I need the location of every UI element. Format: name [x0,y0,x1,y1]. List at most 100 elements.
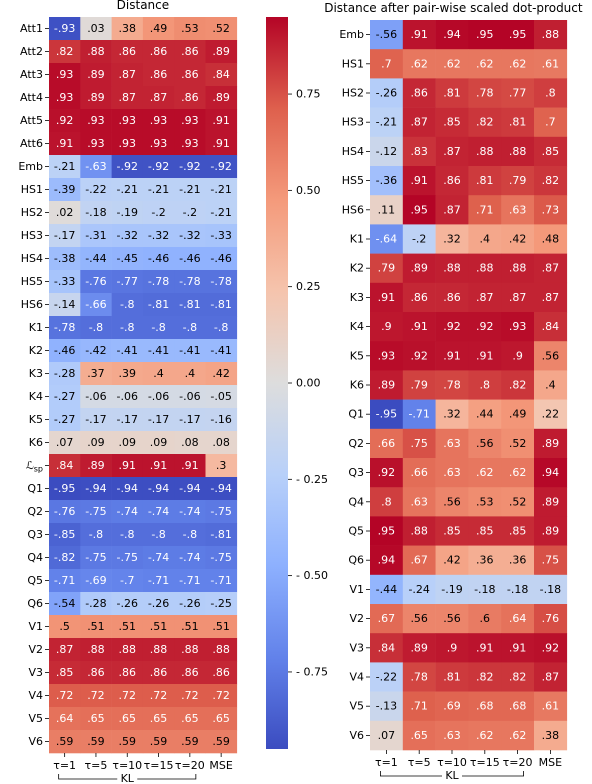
heatmap-cell [534,691,568,722]
heatmap-cell [49,592,81,616]
cell-value-label: .88 [212,643,230,656]
heatmap-cell [370,166,404,196]
cell-value-label: -.2 [151,206,165,219]
row-tick-label: Q5 [348,525,364,538]
heatmap-cell [534,78,568,108]
row-tick-label: HS5 [21,275,43,288]
heatmap-cell [501,370,535,400]
heatmap-cell [468,224,502,254]
cell-value-label: .84 [56,459,74,472]
heatmap-cell [402,253,436,284]
heatmap-cell [49,109,81,133]
heatmap-cell [142,592,175,616]
heatmap-cell [435,487,469,517]
cell-value-label: .93 [181,114,199,127]
cell-value-label: -.71 [210,574,231,587]
cell-value-label: -.06 [85,390,106,403]
cell-value-label: .92 [443,320,461,333]
heatmap-cell [111,592,144,616]
heatmap-cell [501,195,535,225]
cell-value-label: -.8 [120,528,134,541]
cell-value-label: -.21 [148,183,169,196]
cell-value-label: -.8 [214,321,228,334]
cell-value-label: .91 [509,641,527,654]
cell-value-label: .91 [410,320,428,333]
cell-value-label: -.41 [210,344,231,357]
cell-value-label: .8 [545,87,556,100]
heatmap-cell [49,638,81,662]
heatmap-cell [501,691,535,722]
heatmap-cell [534,399,568,430]
heatmap-cell [370,312,404,342]
heatmap-cell [111,63,144,87]
cell-value-label: -.41 [148,344,169,357]
cell-value-label: -.81 [210,528,231,541]
cell-value-label: .53 [181,22,199,35]
cell-value-label: .59 [212,735,230,748]
heatmap-cell [80,684,112,708]
heatmap-cell [80,385,112,409]
heatmap-cell [468,282,502,313]
heatmap-cell [435,662,469,692]
heatmap-cell [174,109,206,133]
heatmap-cell [435,78,469,108]
heatmap-cell [370,662,404,692]
cell-value-label: .71 [476,203,494,216]
kl-label-background [117,773,138,783]
cell-value-label: .84 [542,320,560,333]
cell-value-label: -.26 [179,597,200,610]
heatmap-cell [534,574,568,605]
heatmap-cell [205,132,238,156]
heatmap-cell [370,691,404,722]
heatmap-cell [205,155,238,179]
heatmap-cell [468,633,502,663]
cell-value-label: .82 [476,116,494,129]
column-tick-label: τ=10 [112,759,142,772]
cell-value-label: -.94 [117,482,138,495]
cell-value-label: -.19 [117,206,138,219]
heatmap-cell [435,604,469,634]
row-tick-label: ℒsp [26,459,43,473]
cell-value-label: .93 [150,114,168,127]
heatmap-cell [49,454,81,478]
heatmap-cell [142,385,175,409]
cell-value-label: .89 [410,641,428,654]
heatmap-cell [49,362,81,386]
heatmap-cell [402,428,436,459]
cell-value-label: .82 [476,671,494,684]
cell-value-label: .89 [378,379,396,392]
heatmap-cell [111,17,144,41]
heatmap-cell [205,730,238,754]
colorbar-tick-label: 0.50 [296,184,321,197]
row-tick-label: Att3 [20,68,43,81]
heatmap-cell [174,615,206,639]
cell-value-label: .88 [509,262,527,275]
heatmap-cell [111,293,144,317]
cell-value-label: .51 [212,620,230,633]
cell-value-label: -.32 [179,229,200,242]
cell-value-label: .85 [542,145,560,158]
heatmap-cell [435,312,469,342]
heatmap-cell [174,201,206,225]
heatmap-cell [80,293,112,317]
cell-value-label: -.21 [54,160,75,173]
heatmap-cell [80,408,112,432]
heatmap-cell [80,477,112,501]
cell-value-label: .91 [119,459,137,472]
heatmap-cell [205,316,238,340]
cell-value-label: .63 [443,466,461,479]
heatmap-cell [49,500,81,524]
cell-value-label: .63 [410,495,428,508]
heatmap-cell [205,661,238,685]
cell-value-label: -.38 [54,252,75,265]
cell-value-label: -.77 [117,275,138,288]
row-tick-label: Att5 [20,114,43,127]
heatmap-cell [174,592,206,616]
heatmap-cell [435,516,469,546]
cell-value-label: -.32 [148,229,169,242]
cell-value-label: .87 [476,291,494,304]
heatmap-cell [49,661,81,685]
heatmap-cell [435,720,469,751]
heatmap-cell [501,574,535,605]
heatmap-cell [205,707,238,731]
